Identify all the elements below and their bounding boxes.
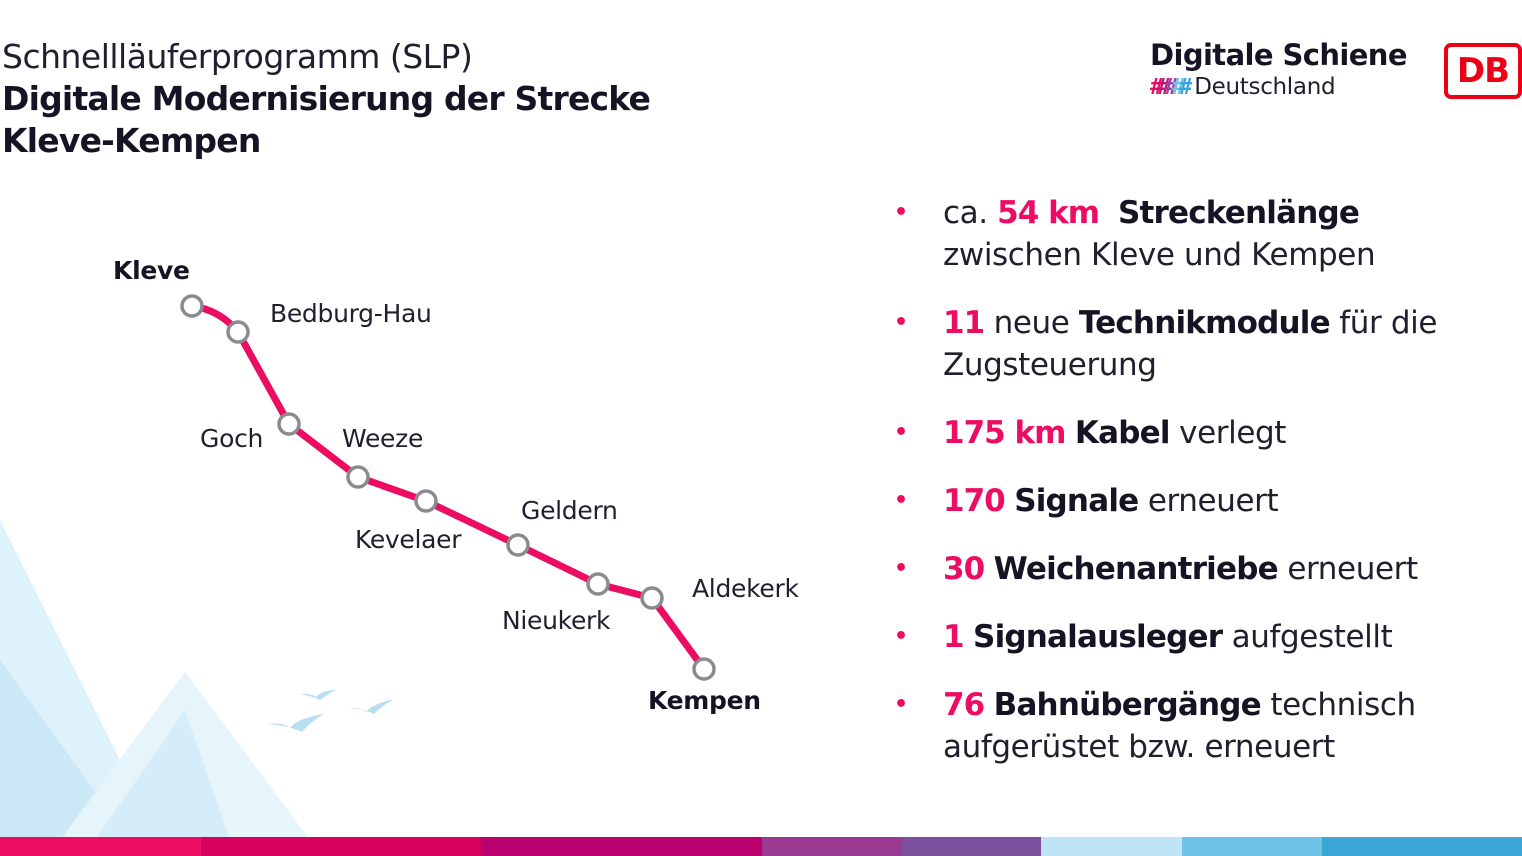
station-label: Aldekerk <box>692 574 799 603</box>
fact-text: 175 km Kabel verlegt <box>943 412 1286 454</box>
fact-rest: verlegt <box>1169 415 1287 451</box>
station-marker <box>692 657 716 681</box>
bullet-icon: • <box>894 624 909 649</box>
fact-keyword: Weichenantriebe <box>993 551 1279 587</box>
bullet-icon: • <box>894 692 909 717</box>
fact-continuation: Zugsteuerung <box>943 347 1157 383</box>
fact-rest: technisch <box>1260 687 1416 723</box>
route-line <box>188 302 708 673</box>
station-marker <box>414 489 438 513</box>
hash-glyph: # <box>1164 74 1178 100</box>
station-label: Nieukerk <box>502 606 611 635</box>
fact-item: • 170 Signale erneuert <box>894 480 1279 522</box>
mountain-shape <box>95 710 230 840</box>
station-marker <box>586 572 610 596</box>
color-bar-segment <box>201 837 481 856</box>
color-bar-segment <box>762 837 902 856</box>
footer-color-bar <box>0 837 1522 856</box>
bullet-icon: • <box>894 556 909 581</box>
fact-keyword: Kabel <box>1074 415 1171 451</box>
fact-item: • 76 Bahnübergänge technisch aufgerüstet b… <box>894 684 1416 768</box>
db-logo: DB <box>1444 43 1522 99</box>
brand-subline: ##### Deutschland <box>1150 74 1407 100</box>
hash-glyph: # <box>1171 74 1185 100</box>
hash-pattern-icon: ##### <box>1150 74 1192 100</box>
route-map <box>180 294 716 681</box>
fact-number: 11 <box>943 305 985 341</box>
fact-text: 30 Weichenantriebe erneuert <box>943 548 1418 590</box>
fact-rest: erneuert <box>1277 551 1418 587</box>
slide-heading-line2: Kleve-Kempen <box>2 121 261 160</box>
fact-connector: neue <box>984 305 1079 341</box>
hash-glyph: # <box>1150 74 1163 100</box>
station-marker <box>226 320 250 344</box>
station-label: Kempen <box>648 686 761 715</box>
station-label: Kleve <box>113 256 190 285</box>
color-bar-segment <box>1182 837 1322 856</box>
fact-continuation: aufgerüstet bzw. erneuert <box>943 729 1335 765</box>
brand-name: Digitale Schiene <box>1150 38 1408 72</box>
fact-rest: für die <box>1329 305 1437 341</box>
station-label: Kevelaer <box>355 525 462 554</box>
station-marker <box>346 465 370 489</box>
station-label: Weeze <box>342 424 424 453</box>
fact-item: • ca. 54 km Streckenlänge zwischen Kleve u… <box>894 192 1376 276</box>
fact-item: • 1 Signalausleger aufgestellt <box>894 616 1393 658</box>
db-logo-text: DB <box>1456 51 1510 91</box>
digitale-schiene-logo: Digitale Schiene ##### Deutschland <box>1150 38 1408 100</box>
program-title: Schnellläuferprogramm (SLP) <box>2 37 473 76</box>
fact-keyword: Streckenlänge <box>1117 195 1360 231</box>
hash-glyph: # <box>1179 74 1192 100</box>
birds-icon <box>268 690 394 732</box>
station-marker <box>277 412 301 436</box>
fact-continuation: zwischen Kleve und Kempen <box>943 237 1376 273</box>
fact-text: 11 neue Technikmodule für die Zugsteuerun… <box>943 302 1437 386</box>
fact-keyword: Signalausleger <box>973 619 1223 655</box>
station-marker <box>640 586 664 610</box>
hash-glyph: # <box>1157 74 1170 100</box>
fact-number: 175 km <box>943 415 1066 451</box>
station-label: Geldern <box>521 496 618 525</box>
fact-prefix: ca. <box>943 195 998 231</box>
color-bar-segment <box>1041 837 1182 856</box>
fact-keyword: Technikmodule <box>1078 305 1331 341</box>
station-marker <box>506 533 530 557</box>
bullet-icon: • <box>894 420 909 445</box>
fact-item: • 175 km Kabel verlegt <box>894 412 1286 454</box>
fact-item: • 11 neue Technikmodule für die Zugsteueru… <box>894 302 1437 386</box>
bullet-icon: • <box>894 488 909 513</box>
color-bar-segment <box>902 837 1041 856</box>
fact-keyword: Bahnübergänge <box>993 687 1262 723</box>
fact-text: 76 Bahnübergänge technisch aufgerüstet bz… <box>943 684 1416 768</box>
fact-text: 170 Signale erneuert <box>943 480 1279 522</box>
brand-country: Deutschland <box>1194 74 1336 100</box>
color-bar-segment <box>1322 837 1522 856</box>
bullet-icon: • <box>894 310 909 335</box>
fact-keyword: Signale <box>1014 483 1139 519</box>
fact-rest: erneuert <box>1138 483 1279 519</box>
fact-number: 1 <box>943 619 965 655</box>
fact-number: 76 <box>943 687 985 723</box>
station-marker <box>180 294 204 318</box>
station-label: Bedburg-Hau <box>270 299 432 328</box>
fact-item: • 30 Weichenantriebe erneuert <box>894 548 1418 590</box>
fact-number: 30 <box>943 551 985 587</box>
station-label: Goch <box>200 424 264 453</box>
fact-number: 170 <box>943 483 1006 519</box>
mountain-background-illustration <box>0 520 394 840</box>
color-bar-segment <box>481 837 762 856</box>
slide-heading-line1: Digitale Modernisierung der Strecke <box>2 79 651 118</box>
fact-rest: aufgestellt <box>1222 619 1393 655</box>
fact-text: 1 Signalausleger aufgestellt <box>943 616 1393 658</box>
bullet-icon: • <box>894 200 909 225</box>
color-bar-segment <box>0 837 201 856</box>
slide-title: Schnellläuferprogramm (SLP) Digitale Mod… <box>2 36 651 162</box>
fact-number: 54 km <box>997 195 1100 231</box>
fact-text: ca. 54 km Streckenlänge zwischen Kleve un… <box>943 192 1376 276</box>
